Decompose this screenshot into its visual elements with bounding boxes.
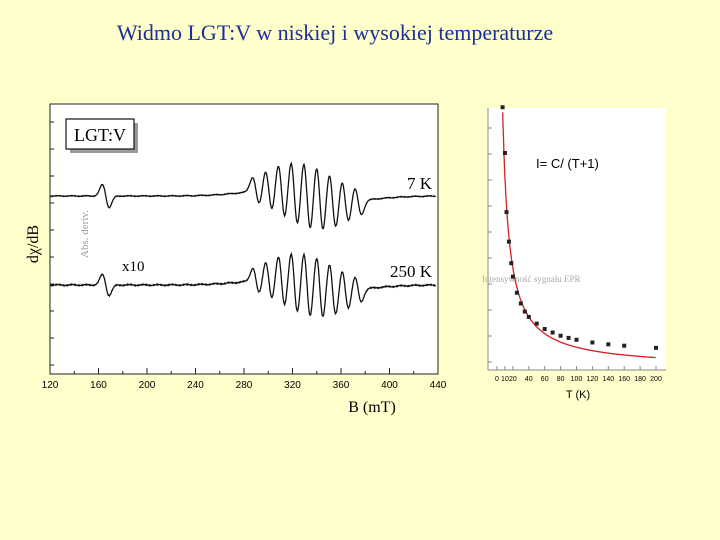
data-point xyxy=(509,261,514,266)
intensity-x-tick-label: 0 xyxy=(495,376,499,383)
intensity-x-axis-label: T (K) xyxy=(566,389,590,401)
intensity-y-axis-label-faded: Intensywność sygnału EPR xyxy=(482,274,581,284)
epr-x-tick-label: 120 xyxy=(42,380,59,391)
epr-x-tick-label: 320 xyxy=(284,380,301,391)
epr-x-tick-label: 440 xyxy=(430,380,447,391)
intensity-x-ticks: 0 10 20 40 60 80 100 120 140 160 180 200 xyxy=(495,366,662,383)
intensity-y-ticks xyxy=(488,127,492,363)
data-point xyxy=(542,327,547,332)
data-point xyxy=(506,239,511,244)
data-point xyxy=(558,333,563,338)
data-point xyxy=(574,337,579,342)
data-point xyxy=(502,150,507,155)
epr-x-tick-label: 400 xyxy=(381,380,398,391)
trace-7k xyxy=(49,161,436,230)
data-point xyxy=(510,274,515,279)
epr-x-axis-label: B (mT) xyxy=(348,399,396,416)
data-point xyxy=(606,342,611,347)
trace-250k xyxy=(49,251,437,317)
epr-x-tick-label: 240 xyxy=(187,380,204,391)
epr-y-axis-label-faded: Abs. deriv. xyxy=(79,210,91,258)
slide-title: Widmo LGT:V w niskiej i wysokiej tempera… xyxy=(116,20,554,45)
data-point xyxy=(522,309,527,314)
intensity-x-tick-label: 200 xyxy=(650,376,662,383)
intensity-x-tick-label: 140 xyxy=(602,376,614,383)
fit-label: I= C/ (T+1) xyxy=(536,156,599,171)
intensity-x-tick-label: 100 xyxy=(571,376,583,383)
epr-y-axis-label: dχ/dB xyxy=(25,225,42,263)
intensity-x-tick-label: 120 xyxy=(587,376,599,383)
intensity-x-tick-label: 180 xyxy=(634,376,646,383)
intensity-x-tick-label: 160 xyxy=(618,376,630,383)
data-point xyxy=(526,314,531,319)
epr-x-tick-label: 160 xyxy=(90,380,107,391)
intensity-x-tick-label: 20 xyxy=(509,376,517,383)
intensity-x-tick-label: 60 xyxy=(541,376,549,383)
epr-panel: 120 160 200 240 280 320 360 400 440 LGT:V 7 K 25… xyxy=(25,103,447,416)
data-point xyxy=(590,340,595,345)
data-point xyxy=(622,343,627,348)
data-point xyxy=(504,210,509,215)
series-label-7k: 7 K xyxy=(407,174,433,193)
epr-y-ticks xyxy=(50,121,54,366)
sample-label: LGT:V xyxy=(74,125,126,145)
data-point xyxy=(500,105,505,110)
epr-x-tick-label: 280 xyxy=(236,380,253,391)
intensity-x-tick-label: 80 xyxy=(557,376,565,383)
data-point xyxy=(654,345,658,350)
intensity-x-tick-label: 10 xyxy=(501,376,509,383)
epr-x-tick-label: 200 xyxy=(139,380,156,391)
sample-label-box xyxy=(65,118,135,150)
intensity-panel: 0 10 20 40 60 80 100 120 140 160 180 200 Intensywno… xyxy=(482,105,666,401)
data-point xyxy=(514,290,519,295)
multiplier-label: x10 xyxy=(122,259,145,275)
data-point xyxy=(550,330,555,335)
data-point xyxy=(566,335,571,340)
epr-x-tick-label: 360 xyxy=(333,380,350,391)
data-point xyxy=(534,321,539,326)
series-label-250k: 250 K xyxy=(390,262,433,281)
intensity-x-tick-label: 40 xyxy=(525,376,533,383)
intensity-plot-frame xyxy=(488,108,666,370)
epr-x-ticks: 120 160 200 240 280 320 360 400 440 xyxy=(42,368,447,391)
intensity-points xyxy=(500,105,658,350)
data-point xyxy=(518,301,523,306)
